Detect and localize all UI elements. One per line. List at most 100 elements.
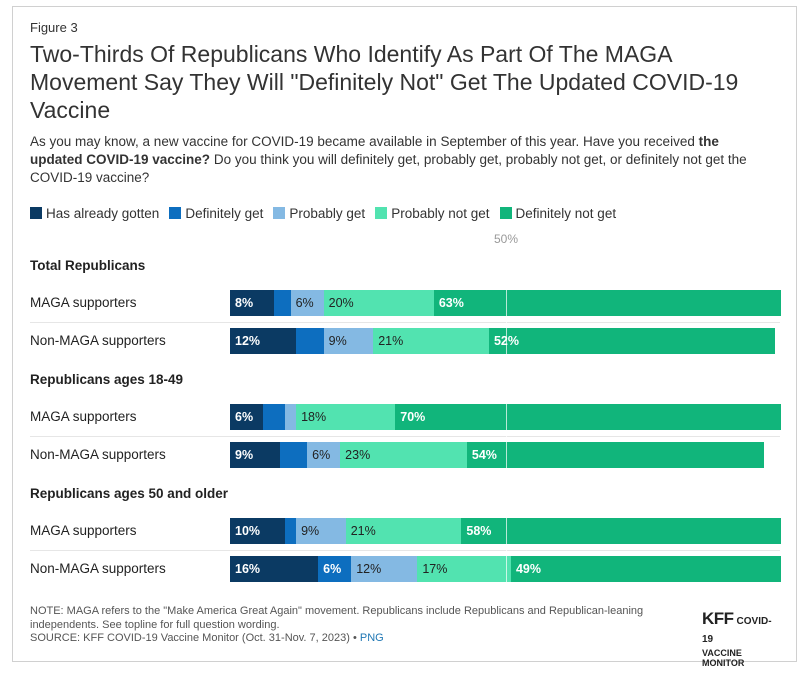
data-label: 16%: [235, 562, 261, 576]
bar-segment: [296, 328, 324, 354]
logo-main-text: KFF: [702, 609, 734, 628]
bar-segment: 70%: [395, 404, 781, 430]
bar-segment: 12%: [351, 556, 418, 582]
bar-segment: 23%: [340, 442, 467, 468]
stacked-bar: 16% 6% 12% 17% 49%: [230, 556, 781, 582]
bar-segment: 54%: [466, 442, 765, 468]
legend-item: Definitely not get: [499, 205, 617, 221]
data-label: 9%: [235, 448, 254, 462]
bar-segment: 20%: [323, 290, 434, 316]
row-label: MAGA supporters: [30, 409, 137, 424]
data-label: 17%: [422, 562, 448, 576]
legend-label: Definitely get: [185, 205, 264, 221]
stacked-bar: 9% 6% 23% 54%: [230, 442, 765, 468]
bar-segment: [274, 290, 291, 316]
logo-sub-monitor: VACCINE MONITOR: [702, 648, 745, 668]
group-label: Republicans ages 50 and older: [30, 486, 229, 501]
legend-label: Probably not get: [391, 205, 490, 221]
data-label: 9%: [328, 334, 347, 348]
data-label: 54%: [471, 448, 497, 462]
row-label: Non-MAGA supporters: [30, 333, 166, 348]
bar-segment: 8%: [230, 290, 275, 316]
legend-item: Definitely get: [169, 206, 263, 221]
bar-segment: 18%: [296, 404, 396, 430]
bar-segment: 6%: [230, 404, 264, 430]
group-label: Republicans ages 18-49: [30, 372, 184, 387]
data-label: 58%: [466, 524, 492, 538]
row-label: MAGA supporters: [30, 523, 137, 538]
row-label: Non-MAGA supporters: [30, 561, 166, 576]
bar-segment: 16%: [230, 556, 319, 582]
data-label: 6%: [312, 448, 331, 462]
data-label: 9%: [301, 524, 320, 538]
legend-swatch: [499, 207, 512, 219]
data-label: 10%: [235, 524, 261, 538]
data-label: 21%: [350, 524, 376, 538]
reference-line: [505, 284, 507, 583]
bar-segment: 58%: [461, 518, 781, 544]
bar-segment: 52%: [488, 328, 776, 354]
row-separator: [30, 550, 780, 551]
bar-segment: 6%: [290, 290, 324, 316]
bar-segment: [279, 442, 308, 468]
bar-segment: 63%: [433, 290, 781, 316]
data-label: 12%: [235, 334, 261, 348]
chart-note: NOTE: MAGA refers to the "Make America G…: [30, 605, 644, 631]
bar-segment: 9%: [296, 518, 346, 544]
chart-title: Two-Thirds Of Republicans Who Identify A…: [30, 41, 739, 123]
data-label: 21%: [378, 334, 404, 348]
row-separator: [30, 322, 780, 323]
subtitle-part1: As you may know, a new vaccine for COVID…: [30, 134, 699, 149]
source-text: SOURCE: KFF COVID-19 Vaccine Monitor (Oc…: [30, 632, 360, 644]
row-label: MAGA supporters: [30, 295, 137, 310]
data-label: 6%: [235, 410, 254, 424]
bar-segment: 6%: [307, 442, 341, 468]
legend-label: Definitely not get: [515, 205, 617, 221]
png-link[interactable]: PNG: [359, 632, 384, 644]
kff-logo: KFF COVID-19 VACCINE MONITOR: [702, 609, 782, 668]
group-label: Total Republicans: [30, 258, 146, 273]
legend-item: Probably get: [273, 206, 365, 221]
legend-swatch: [30, 207, 42, 219]
bar-segment: [285, 518, 297, 544]
subtitle-bold: the updated COVID-19 vaccine?: [30, 134, 719, 167]
legend-swatch: [273, 207, 286, 219]
logo-sub-covid: COVID-19: [702, 616, 772, 645]
stacked-bar: 10% 9% 21% 58%: [230, 518, 781, 544]
bar-segment: 17%: [417, 556, 511, 582]
row-separator: [30, 436, 780, 437]
legend-item: Has already gotten: [30, 206, 159, 221]
legend-label: Probably get: [289, 205, 366, 221]
stacked-bar: 12% 9% 21% 52%: [230, 328, 776, 354]
bar-segment: 6%: [318, 556, 352, 582]
legend-item: Probably not get: [375, 205, 490, 221]
chart-source: SOURCE: KFF COVID-19 Vaccine Monitor (Oc…: [30, 632, 384, 644]
data-label: 20%: [328, 296, 354, 310]
bar-segment: 9%: [323, 328, 374, 354]
data-label: 49%: [515, 562, 541, 576]
reference-line-label: 50%: [493, 232, 519, 246]
subtitle-part2: Do you think you will definitely get, pr…: [30, 152, 747, 185]
bar-segment: 21%: [345, 518, 462, 544]
data-label: 18%: [301, 410, 327, 424]
bar-segment: [285, 404, 297, 430]
row-label: Non-MAGA supporters: [30, 447, 166, 462]
data-label: 63%: [438, 296, 464, 310]
stacked-bar: 8% 6% 20% 63%: [230, 290, 781, 316]
bar-segment: 10%: [230, 518, 286, 544]
data-label: 8%: [235, 296, 254, 310]
legend-label: Has already gotten: [46, 205, 160, 221]
bar-segment: 49%: [510, 556, 781, 582]
data-label: 70%: [400, 410, 426, 424]
legend-swatch: [375, 207, 388, 219]
stacked-bar: 6% 18% 70%: [230, 404, 781, 430]
bar-segment: 12%: [230, 328, 297, 354]
data-label: 12%: [356, 562, 382, 576]
data-label: 23%: [345, 448, 371, 462]
legend: Has already gotten Definitely get Probably…: [30, 204, 626, 222]
bar-segment: 9%: [230, 442, 280, 468]
bar-segment: 21%: [373, 328, 489, 354]
data-label: 6%: [323, 562, 342, 576]
bar-segment: [263, 404, 286, 430]
legend-swatch: [169, 207, 182, 219]
